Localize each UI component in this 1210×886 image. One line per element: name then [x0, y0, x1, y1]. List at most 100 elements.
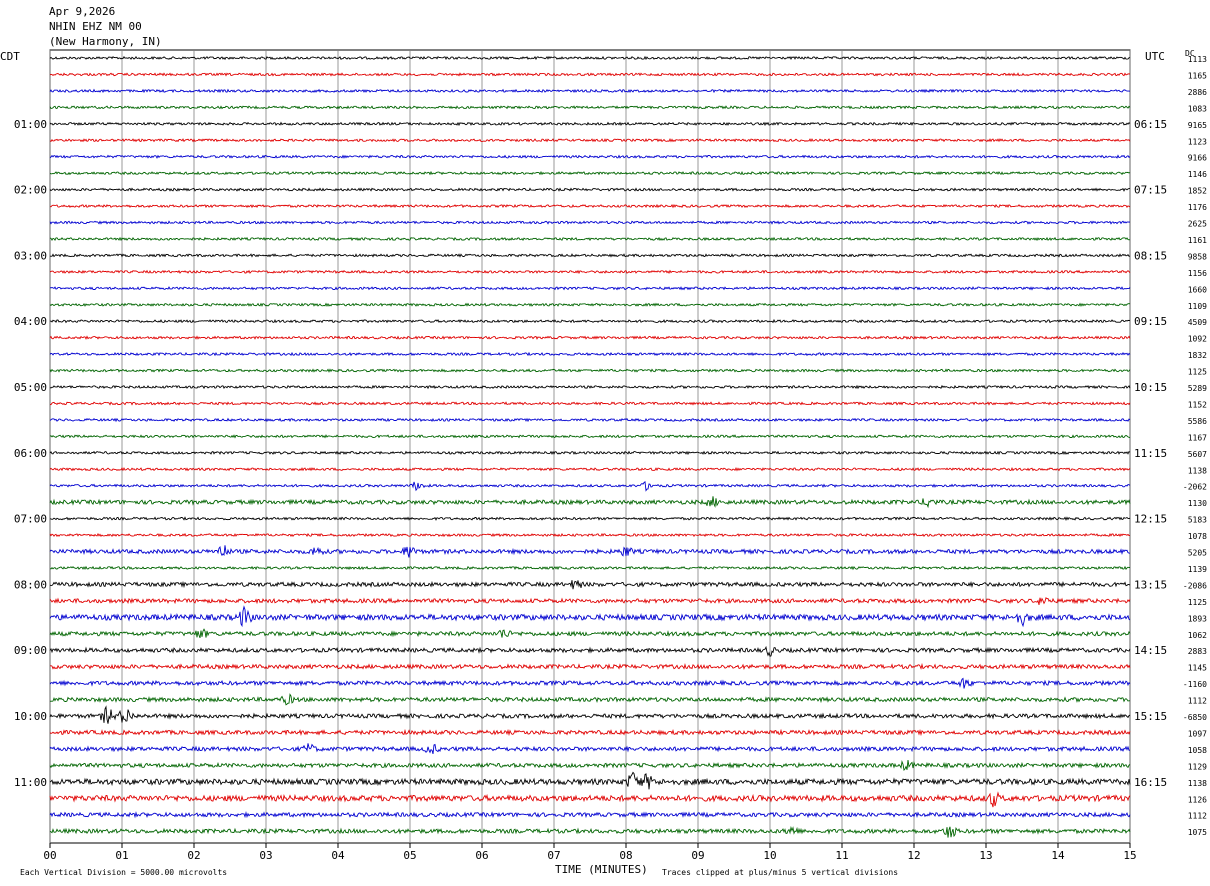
x-tick-label: 12 [907, 849, 920, 862]
trace-blue [49, 811, 1131, 819]
dc-offset-label: 9165 [1188, 121, 1207, 130]
trace-black [49, 55, 1131, 61]
right-hour-label: 07:15 [1134, 184, 1167, 197]
trace-green [49, 693, 1131, 706]
trace-blue [49, 677, 1131, 689]
dc-offset-label: -2062 [1183, 483, 1207, 492]
trace-blue [49, 545, 1131, 558]
trace-red [49, 137, 1131, 143]
right-hour-label: 09:15 [1134, 315, 1167, 328]
left-hour-label: 03:00 [14, 249, 47, 262]
trace-green [49, 434, 1131, 439]
trace-layer [49, 55, 1131, 838]
right-hour-label: 12:15 [1134, 513, 1167, 526]
dc-offset-label: 1167 [1188, 433, 1207, 442]
trace-blue [49, 286, 1131, 291]
x-tick-label: 14 [1051, 849, 1065, 862]
x-tick-label: 04 [331, 849, 345, 862]
trace-red [49, 466, 1131, 472]
trace-green [49, 825, 1131, 838]
left-hour-label: 11:00 [14, 776, 47, 789]
trace-green [49, 236, 1131, 242]
x-tick-label: 00 [43, 849, 56, 862]
trace-green [49, 628, 1131, 639]
x-tick-label: 05 [403, 849, 416, 862]
dc-offset-label: 1078 [1188, 532, 1207, 541]
trace-blue [49, 220, 1131, 225]
dc-offset-label: 1161 [1188, 236, 1207, 245]
dc-offset-label: 2886 [1188, 88, 1207, 97]
left-timezone-label: CDT [0, 50, 20, 63]
trace-red [49, 728, 1131, 737]
dc-offset-label: 1112 [1188, 812, 1207, 821]
trace-black [49, 318, 1131, 324]
dc-offset-label: 1832 [1188, 351, 1207, 360]
dc-offset-label: 1083 [1188, 104, 1207, 113]
right-hour-label: 15:15 [1134, 710, 1167, 723]
dc-offset-label: 1138 [1188, 466, 1207, 475]
trace-black [50, 253, 1131, 258]
label-layer: 00 01 02 03 04 05 06 07 08 09 10 11 12 13 14 1511131165… [14, 55, 1207, 862]
x-tick-label: 09 [691, 849, 704, 862]
dc-offset-label: 1152 [1188, 400, 1207, 409]
dc-offset-label: 9858 [1188, 252, 1207, 261]
dc-offset-label: 5205 [1188, 549, 1207, 558]
dc-offset-label: 1139 [1188, 565, 1207, 574]
trace-black [49, 771, 1131, 790]
dc-offset-label: 1062 [1188, 631, 1207, 640]
right-hour-label: 13:15 [1134, 578, 1167, 591]
left-hour-label: 09:00 [14, 644, 47, 657]
x-tick-label: 03 [259, 849, 272, 862]
header-location: (New Harmony, IN) [49, 35, 162, 48]
header-station: NHIN EHZ NM 00 [49, 20, 142, 33]
dc-offset-label: 5289 [1188, 384, 1207, 393]
dc-offset-label: 1176 [1188, 203, 1207, 212]
trace-red [49, 269, 1131, 275]
dc-offset-label: -6850 [1183, 713, 1207, 722]
dc-offset-label: 2625 [1188, 220, 1207, 229]
trace-green [49, 302, 1131, 307]
dc-offset-label: -2086 [1183, 581, 1207, 590]
dc-offset-label: 1058 [1188, 746, 1207, 755]
dc-offset-label: 2883 [1188, 647, 1207, 656]
left-hour-label: 02:00 [14, 184, 47, 197]
dc-offset-label: 1097 [1188, 729, 1207, 738]
left-hour-label: 04:00 [14, 315, 47, 328]
left-hour-label: 10:00 [14, 710, 47, 723]
trace-blue [49, 154, 1131, 159]
left-hour-label: 08:00 [14, 578, 47, 591]
dc-offset-label: 1123 [1188, 137, 1207, 146]
trace-blue [49, 88, 1131, 94]
right-hour-label: 10:15 [1134, 381, 1167, 394]
footer-scale-note: Each Vertical Division = 5000.00 microvo… [20, 868, 228, 877]
x-tick-label: 02 [187, 849, 200, 862]
trace-black [49, 516, 1131, 521]
trace-blue [49, 480, 1131, 492]
right-timezone-label: UTC [1145, 50, 1165, 63]
dc-offset-label: 1893 [1188, 614, 1207, 623]
trace-red [49, 401, 1131, 406]
dc-offset-label: 1125 [1188, 368, 1207, 377]
dc-offset-label: -1160 [1183, 680, 1207, 689]
x-tick-label: 06 [475, 849, 488, 862]
trace-red [49, 596, 1131, 606]
dc-offset-label: 1145 [1188, 664, 1207, 673]
trace-blue [49, 605, 1131, 628]
dc-offset-label: 5586 [1188, 417, 1207, 426]
trace-black [49, 384, 1131, 390]
grid-layer [49, 49, 1131, 848]
dc-offset-label: 1156 [1188, 269, 1207, 278]
x-tick-label: 10 [763, 849, 776, 862]
trace-green [49, 759, 1131, 771]
trace-black [49, 121, 1131, 127]
trace-green [49, 565, 1131, 571]
trace-red [49, 335, 1131, 340]
x-tick-label: 07 [547, 849, 560, 862]
trace-red [49, 72, 1131, 77]
dc-offset-label: 1129 [1188, 762, 1207, 771]
trace-black [49, 187, 1130, 192]
trace-red [49, 532, 1131, 538]
left-hour-label: 05:00 [14, 381, 47, 394]
dc-offset-label: 1109 [1188, 302, 1207, 311]
